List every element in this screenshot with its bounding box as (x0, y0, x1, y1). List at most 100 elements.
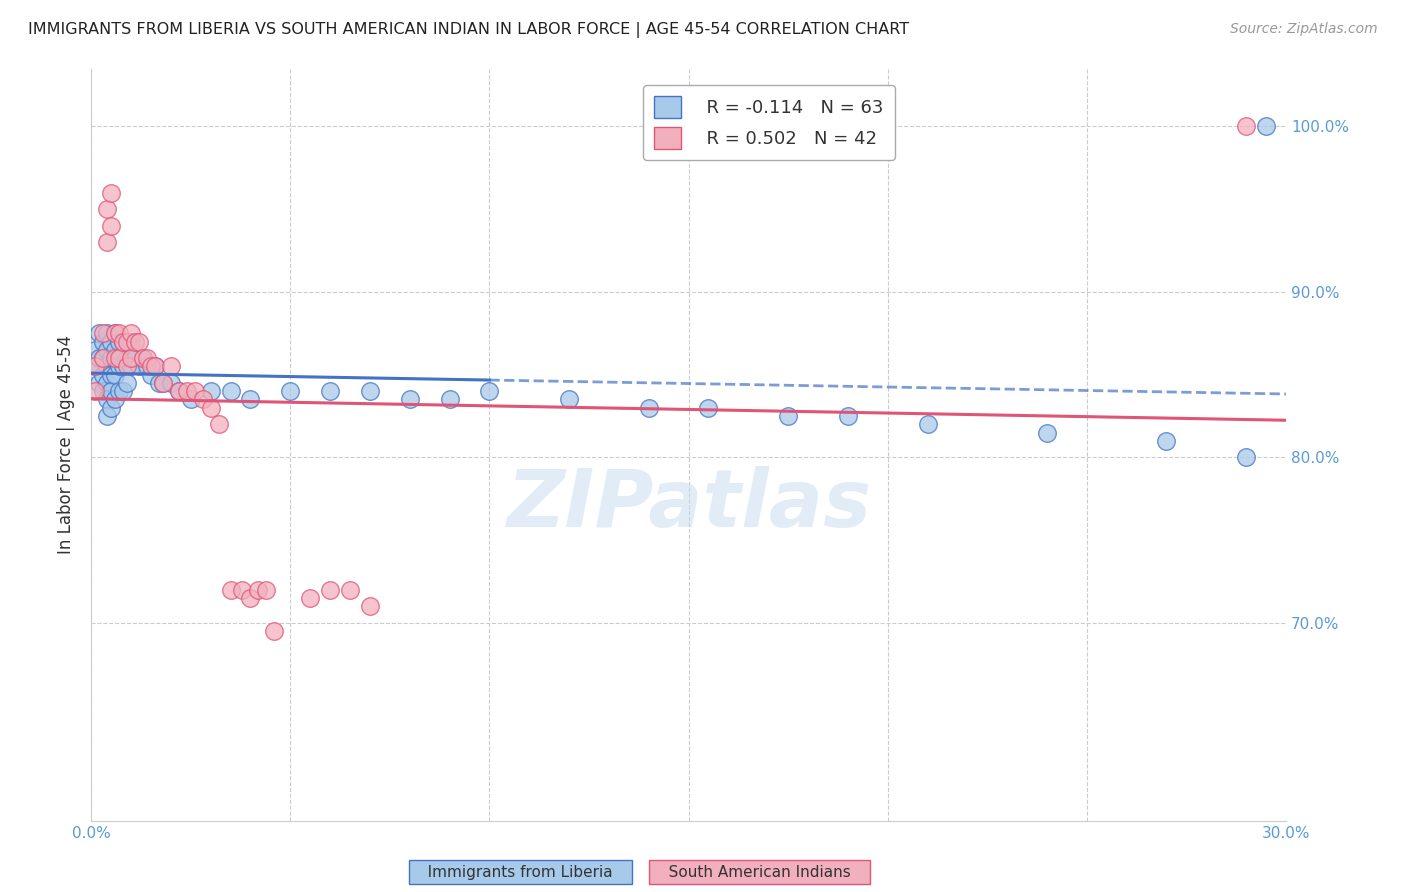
Point (108, 334, 131, 349)
Point (132, 351, 155, 365)
Point (917, 417, 939, 432)
Point (159, 359, 181, 374)
Point (1156, 434, 1178, 448)
Point (96, 376, 118, 390)
Point (84, 359, 107, 374)
Point (111, 334, 134, 349)
Point (96, 235, 118, 250)
Point (100, 384, 122, 399)
Point (319, 384, 342, 399)
Point (104, 343, 127, 357)
Point (167, 384, 190, 399)
Point (104, 326, 127, 341)
Point (111, 334, 134, 349)
Point (200, 384, 222, 399)
Point (120, 359, 142, 374)
Point (152, 376, 174, 390)
Point (87, 376, 110, 390)
Point (359, 599, 381, 614)
Point (91, 326, 114, 341)
Point (139, 359, 162, 374)
Point (84, 343, 107, 357)
Point (128, 334, 150, 349)
Point (183, 384, 205, 399)
Point (91, 368, 114, 382)
Point (108, 384, 131, 399)
Point (100, 334, 122, 349)
Text: Source: ZipAtlas.com: Source: ZipAtlas.com (1230, 22, 1378, 37)
Point (96, 359, 118, 374)
Point (120, 326, 142, 341)
Point (96, 326, 118, 341)
Point (1036, 425, 1059, 440)
Point (278, 384, 301, 399)
Point (191, 392, 214, 407)
Point (96, 343, 118, 357)
Point (239, 591, 262, 605)
Text: South American Indians: South American Indians (654, 865, 865, 880)
Point (247, 582, 270, 597)
Point (180, 392, 202, 407)
Point (104, 351, 127, 365)
Point (637, 401, 659, 415)
Point (299, 591, 322, 605)
Point (124, 334, 146, 349)
Point (108, 359, 131, 374)
Point (139, 368, 162, 382)
Point (219, 384, 242, 399)
Point (263, 624, 285, 639)
Point (439, 392, 461, 407)
Point (96, 392, 118, 407)
Point (84, 359, 107, 374)
Point (87, 351, 110, 365)
Point (176, 384, 198, 399)
Point (104, 392, 127, 407)
Point (143, 359, 166, 374)
Point (1234, 120, 1257, 134)
Point (219, 582, 242, 597)
Point (359, 384, 381, 399)
Point (115, 351, 138, 365)
Point (1254, 120, 1277, 134)
Point (111, 359, 134, 374)
Point (91, 384, 114, 399)
Point (87, 326, 110, 341)
Point (111, 384, 134, 399)
Point (104, 326, 127, 341)
Point (120, 351, 142, 365)
Point (91, 351, 114, 365)
Point (837, 409, 859, 423)
Point (84, 384, 107, 399)
Point (159, 376, 181, 390)
Point (1234, 450, 1257, 465)
Point (96, 409, 118, 423)
Point (108, 326, 131, 341)
Point (91, 334, 114, 349)
Point (148, 376, 170, 390)
Point (120, 334, 142, 349)
Point (91, 351, 114, 365)
Text: ZIPatlas: ZIPatlas (506, 467, 872, 544)
Point (135, 359, 157, 374)
Point (100, 368, 122, 382)
Point (104, 368, 127, 382)
Point (152, 376, 174, 390)
Point (339, 582, 361, 597)
Point (115, 334, 138, 349)
Text: Immigrants from Liberia: Immigrants from Liberia (413, 865, 627, 880)
Point (100, 351, 122, 365)
Legend:   R = -0.114   N = 63,   R = 0.502   N = 42: R = -0.114 N = 63, R = 0.502 N = 42 (643, 85, 894, 160)
Point (143, 359, 166, 374)
Point (135, 351, 157, 365)
Point (100, 219, 122, 233)
Point (778, 409, 800, 423)
Point (200, 401, 222, 415)
Point (132, 351, 155, 365)
Point (207, 417, 229, 432)
Point (124, 351, 146, 365)
Point (231, 582, 253, 597)
Point (115, 359, 138, 374)
Y-axis label: In Labor Force | Age 45-54: In Labor Force | Age 45-54 (58, 335, 75, 555)
Point (108, 351, 131, 365)
Point (319, 582, 342, 597)
